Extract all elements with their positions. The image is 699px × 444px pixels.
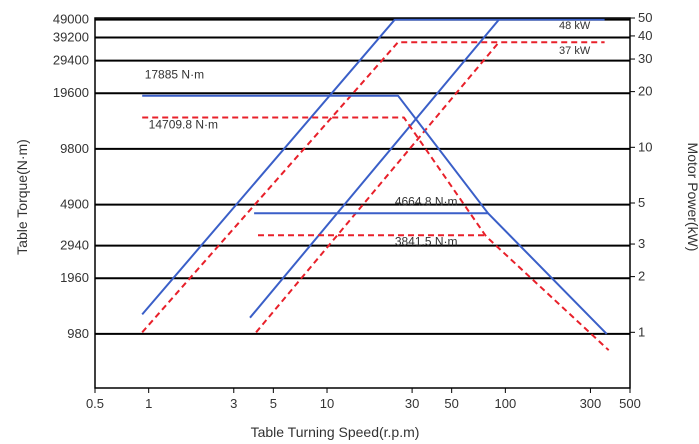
y-left-tick-label-5: 4900 — [60, 197, 89, 212]
annotation-5: 37 kW — [559, 45, 591, 57]
y-right-tick-label-5: 5 — [638, 195, 645, 210]
y-left-tick-label-7: 1960 — [60, 270, 89, 285]
y-left-tick-label-1: 39200 — [53, 30, 89, 45]
x-tick-label-5: 30 — [405, 396, 419, 411]
series-line-1 — [141, 41, 605, 333]
y-left-tick-label-6: 2940 — [60, 238, 89, 253]
y-left-tick-label-8: 980 — [67, 326, 89, 341]
annotation-0: 17885 N·m — [145, 68, 204, 82]
x-tick-label-2: 3 — [230, 396, 237, 411]
x-tick-label-6: 50 — [444, 396, 458, 411]
y-axis-right-label: Motor Power(kW) — [685, 143, 699, 252]
annotation-3: 3841.5 N·m — [395, 234, 458, 248]
x-tick-label-3: 5 — [270, 396, 277, 411]
y-right-tick-label-8: 1 — [638, 324, 645, 339]
x-tick-label-4: 10 — [320, 396, 334, 411]
series-line-5 — [142, 116, 610, 351]
x-tick-label-8: 300 — [580, 396, 602, 411]
y-right-tick-label-2: 30 — [638, 51, 652, 66]
annotation-1: 14709.8 N·m — [149, 118, 218, 132]
series-line-0 — [141, 18, 605, 316]
y-right-tick-label-7: 2 — [638, 269, 645, 284]
series-line-4 — [142, 94, 608, 335]
y-right-tick-label-0: 50 — [638, 10, 652, 25]
y-left-tick-label-2: 29400 — [53, 53, 89, 68]
y-left-tick-label-4: 9800 — [60, 141, 89, 156]
series-line-3 — [255, 41, 500, 333]
y-axis-left-label: Table Torque(N·m) — [14, 139, 30, 255]
grid-layer — [95, 18, 630, 335]
x-tick-label-9: 500 — [619, 396, 641, 411]
annotation-2: 4664.8 N·m — [395, 194, 458, 208]
y-right-tick-label-6: 3 — [638, 236, 645, 251]
annotation-4: 48 kW — [559, 20, 591, 32]
series-layer — [141, 18, 610, 351]
y-right-tick-label-3: 20 — [638, 84, 652, 99]
x-axis-label: Table Turning Speed(r.p.m) — [251, 424, 420, 440]
y-left-tick-label-3: 19600 — [53, 85, 89, 100]
y-left-tick-label-0: 49000 — [53, 12, 89, 27]
y-right-tick-label-1: 40 — [638, 28, 652, 43]
y-right-tick-label-4: 10 — [638, 139, 652, 154]
x-tick-label-0: 0.5 — [86, 396, 104, 411]
x-tick-label-1: 1 — [145, 396, 152, 411]
tick-layer: 0.5 1 3 5 10 30 50 100 300 500 49000 39200 29400 1960… — [53, 10, 653, 411]
annotation-layer: 17885 N·m 14709.8 N·m 4664.8 N·m 3841.5 N·m… — [145, 20, 591, 248]
x-tick-label-7: 100 — [494, 396, 516, 411]
series-line-2 — [249, 18, 500, 319]
